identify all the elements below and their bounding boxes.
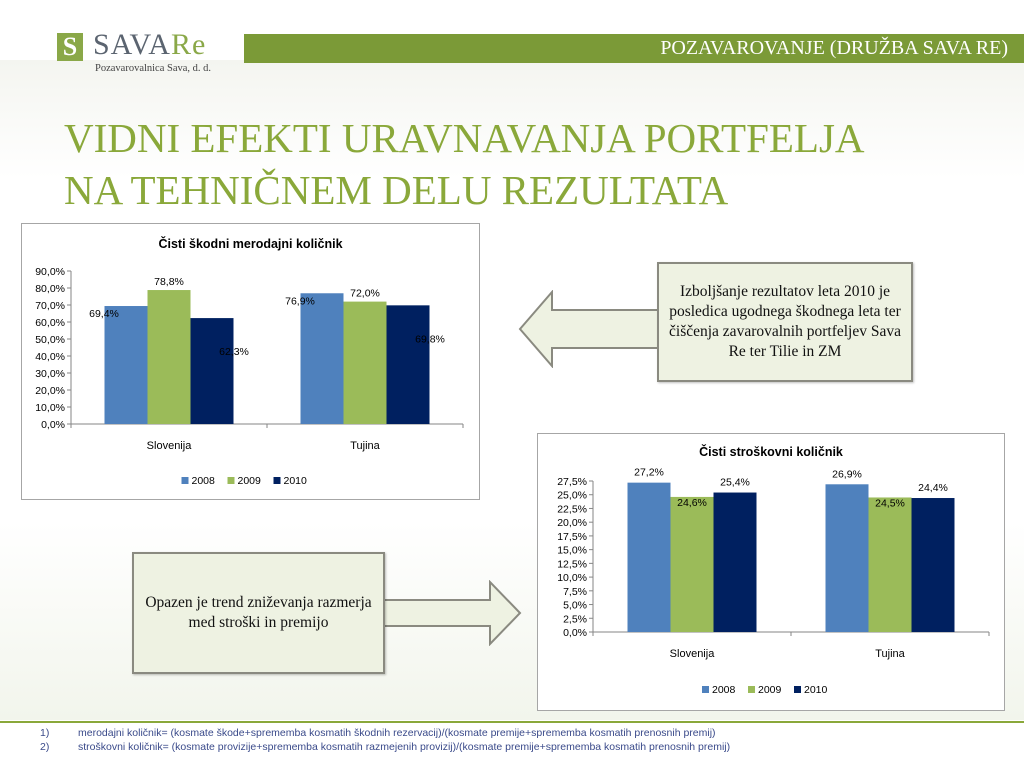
loss-ratio-chart: Čisti škodni merodajni količnik 0,0% 10,0%… [21, 223, 480, 500]
footnote-1: 1) merodajni količnik= (kosmate škode+spr… [40, 726, 730, 740]
logo-word-main: SAVA [93, 28, 171, 61]
y-tick-label: 90,0% [35, 266, 65, 278]
data-label: 78,8% [154, 276, 184, 288]
chart-title: Čisti stroškovni količnik [699, 444, 843, 459]
legend-label: 2009 [758, 684, 782, 696]
x-category-label: Slovenija [147, 440, 193, 452]
footnote-text: stroškovni količnik= (kosmate provizije+… [78, 741, 731, 753]
y-tick-label: 25,0% [557, 490, 587, 502]
slide-title-line-1: VIDNI EFEKTI URAVNAVANJA PORTFELJA [64, 115, 865, 161]
y-tick-label: 22,5% [557, 503, 587, 515]
right-pointing-arrow [381, 580, 522, 646]
y-tick-label: 0,0% [41, 419, 65, 431]
logo-wordmark: SAVARe [93, 28, 206, 62]
footnote-number: 2) [40, 741, 50, 753]
y-tick-label: 30,0% [35, 368, 65, 380]
footer-divider [0, 721, 1024, 723]
y-tick-label: 20,0% [35, 385, 65, 397]
y-tick-label: 80,0% [35, 283, 65, 295]
callout-trend-text: Opazen je trend zniževanja razmerja med … [145, 594, 372, 631]
expense-ratio-chart: Čisti stroškovni količnik 0,0% 2,5% 5,0% 7,5… [537, 433, 1005, 711]
expense-ratio-chart-svg: Čisti stroškovni količnik 0,0% 2,5%5,0% 7,5… [557, 444, 990, 696]
bar-2009-tujina [868, 497, 912, 632]
section-header-bar: POZAVAROVANJE (DRUŽBA SAVA RE) [244, 34, 1024, 63]
y-tick-label: 5,0% [563, 600, 587, 612]
footnote-text: merodajni količnik= (kosmate škode+sprem… [78, 727, 716, 739]
x-category-label: Tujina [875, 648, 905, 660]
left-pointing-arrow [518, 290, 659, 368]
loss-ratio-chart-svg: Čisti škodni merodajni količnik 0,0% 10,0%… [35, 236, 464, 487]
legend-swatch-2009 [748, 686, 755, 693]
legend-swatch-2009 [227, 477, 235, 484]
data-label: 26,9% [832, 468, 862, 480]
bar-2009-slovenija [670, 496, 714, 632]
data-label: 69,8% [415, 333, 445, 345]
legend-label: 2010 [804, 684, 828, 696]
legend-swatch-2008 [702, 686, 709, 693]
data-label: 76,9% [285, 295, 315, 307]
y-tick-label: 10,0% [35, 402, 65, 414]
bar-2008-tujina [825, 484, 869, 632]
bar-2009-tujina [343, 301, 387, 424]
data-label: 69,4% [89, 308, 119, 320]
bar-2010-tujina [911, 498, 955, 632]
data-label: 24,6% [677, 497, 707, 509]
data-label: 27,2% [634, 467, 664, 479]
bar-2008-tujina [300, 293, 344, 424]
data-label: 24,5% [875, 497, 905, 509]
x-category-label: Slovenija [670, 648, 716, 660]
legend-label: 2008 [192, 475, 216, 487]
y-tick-label: 50,0% [35, 334, 65, 346]
slide-title-line-2: NA TEHNIČNEM DELU REZULTATA [64, 167, 729, 213]
footnote-number: 1) [40, 727, 50, 739]
x-category-label: Tujina [350, 440, 380, 452]
footnotes: 1) merodajni količnik= (kosmate škode+spr… [40, 726, 730, 754]
bar-2009-slovenija [147, 290, 191, 424]
logo-subtitle: Pozavarovalnica Sava, d. d. [95, 63, 212, 74]
data-label: 24,4% [918, 482, 948, 494]
legend-swatch-2008 [181, 477, 189, 484]
data-label: 25,4% [720, 477, 750, 489]
chart-title: Čisti škodni merodajni količnik [158, 236, 342, 251]
legend-swatch-2010 [273, 477, 281, 484]
data-label: 62,3% [219, 346, 249, 358]
legend-label: 2009 [238, 475, 262, 487]
callout-trend: Opazen je trend zniževanja razmerja med … [132, 552, 385, 674]
slide-title: VIDNI EFEKTI URAVNAVANJA PORTFELJA NA TE… [64, 112, 984, 216]
y-tick-label: 17,5% [557, 531, 587, 543]
y-tick-label: 20,0% [557, 517, 587, 529]
y-tick-label: 60,0% [35, 317, 65, 329]
bar-2010-slovenija [190, 318, 234, 424]
logo-mark: S [57, 33, 83, 61]
y-tick-label: 2,5% [563, 613, 587, 625]
y-tick-label: 0,0% [563, 627, 587, 639]
bar-2010-tujina [386, 305, 430, 424]
y-tick-label: 12,5% [557, 558, 587, 570]
logo-word-re: Re [170, 28, 207, 61]
bar-2008-slovenija [627, 482, 671, 632]
bar-2008-slovenija [104, 306, 148, 424]
y-tick-label: 40,0% [35, 351, 65, 363]
y-tick-label: 27,5% [557, 476, 587, 488]
callout-improvement-text: Izboljšanje rezultatov leta 2010 je posl… [669, 283, 901, 360]
callout-improvement: Izboljšanje rezultatov leta 2010 je posl… [657, 262, 913, 382]
bar-2010-slovenija [713, 492, 757, 632]
y-tick-label: 70,0% [35, 300, 65, 312]
y-tick-label: 15,0% [557, 545, 587, 557]
section-label: POZAVAROVANJE (DRUŽBA SAVA RE) [660, 37, 1008, 59]
footnote-2: 2) stroškovni količnik= (kosmate provizij… [40, 740, 730, 754]
y-tick-label: 10,0% [557, 572, 587, 584]
legend-label: 2008 [712, 684, 736, 696]
sava-re-logo: S SAVARe Pozavarovalnica Sava, d. d. [57, 28, 247, 80]
data-label: 72,0% [350, 288, 380, 300]
legend-label: 2010 [284, 475, 308, 487]
y-tick-label: 7,5% [563, 586, 587, 598]
legend-swatch-2010 [794, 686, 801, 693]
